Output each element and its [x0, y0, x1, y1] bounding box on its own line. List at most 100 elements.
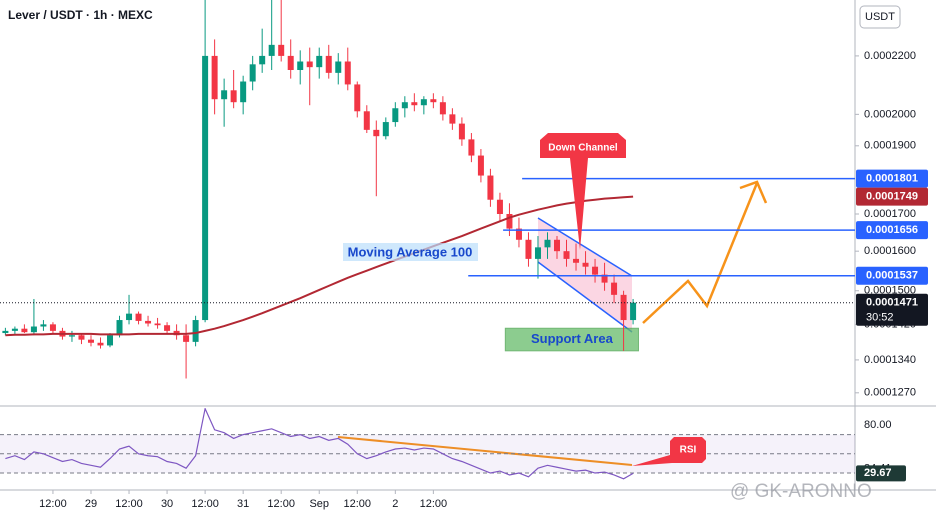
candle-body	[601, 274, 608, 283]
candle-body	[154, 323, 161, 326]
candle-body	[515, 228, 522, 240]
chart-title: Lever / USDT · 1h · MEXC	[8, 8, 153, 22]
candle-body	[335, 61, 342, 73]
candle-body	[554, 239, 561, 252]
y-tick-label: 0.0001500	[864, 285, 916, 297]
level-label: 0.0001801	[866, 173, 918, 185]
candle-body	[164, 325, 171, 331]
rsi-line	[5, 408, 634, 480]
rsi-callout	[632, 437, 706, 466]
candle-body	[287, 55, 294, 70]
candle-body	[40, 324, 47, 327]
candle-body	[630, 302, 637, 321]
candle-body	[525, 239, 532, 259]
moving-average	[5, 195, 634, 337]
y-tick-label: 0.0001600	[864, 245, 916, 257]
candle-body	[87, 339, 94, 343]
candle-body	[11, 328, 18, 331]
projection-path	[642, 182, 759, 324]
rsi-last-bg	[856, 465, 906, 482]
rsi-trendline	[337, 436, 633, 466]
currency[interactable]: USDT	[865, 11, 895, 23]
support-zone-label: Support Area	[531, 331, 614, 346]
candle-body	[573, 258, 580, 263]
candle-body	[211, 55, 218, 100]
candle-body	[2, 330, 9, 334]
candle-body	[30, 326, 37, 333]
candle-body	[363, 111, 370, 130]
candle-body	[221, 90, 228, 100]
x-tick-label: 12:00	[344, 498, 372, 510]
candle-body	[496, 199, 503, 214]
candle-body	[487, 175, 494, 200]
candle-body	[458, 123, 465, 140]
level-label-bg	[856, 169, 928, 188]
x-tick-label: 12:00	[267, 498, 295, 510]
candle-body	[534, 247, 541, 259]
countdown: 30:52	[866, 312, 894, 324]
candle-body	[240, 81, 247, 103]
x-tick-label: 12:00	[115, 498, 143, 510]
down-channel-callout	[540, 133, 626, 250]
candle-body	[439, 102, 446, 115]
currency-box[interactable]	[859, 5, 901, 29]
candle-body	[249, 64, 256, 82]
projection-arrowhead	[739, 180, 768, 204]
candle-body	[392, 108, 399, 123]
y-tick-label: 0.0001340	[864, 354, 916, 366]
candle-body	[506, 213, 513, 229]
level-label: 0.0001537	[866, 270, 918, 282]
candle-body	[316, 55, 323, 68]
candle-body	[592, 266, 599, 275]
candle-body	[354, 84, 361, 112]
candle-body	[126, 313, 133, 321]
x-tick-label: 12:00	[39, 498, 67, 510]
x-tick-label: 2	[392, 498, 398, 510]
candle-body	[297, 61, 304, 70]
candle-body	[411, 102, 418, 106]
candle-body	[135, 313, 142, 321]
candle-body	[582, 262, 589, 267]
x-tick-label: 29	[85, 498, 97, 510]
ma-label-bg	[343, 243, 478, 261]
candle-body	[97, 342, 104, 346]
candle-body	[49, 324, 56, 331]
channel-fill	[538, 218, 632, 332]
candle-body	[183, 335, 190, 342]
down-channel-label: Down Channel	[548, 143, 618, 154]
x-tick-label: Sep	[309, 498, 329, 510]
candle-body	[145, 320, 152, 324]
candle-body	[611, 282, 618, 295]
x-tick-label: 12:00	[191, 498, 219, 510]
candle-body	[325, 55, 332, 73]
candle-body	[306, 61, 313, 68]
y-tick-label: 0.0001700	[864, 208, 916, 220]
ma-price-label: 0.0001749	[866, 190, 918, 202]
candle-body	[259, 55, 266, 65]
candle-body	[278, 44, 285, 56]
level-label: 0.0001656	[866, 224, 918, 236]
x-tick-label: 12:00	[420, 498, 448, 510]
support-zone	[504, 327, 639, 352]
channel-line	[537, 217, 633, 277]
y-tick-label: 0.0002200	[864, 50, 916, 62]
candle-body	[78, 335, 85, 340]
candle-body	[430, 99, 437, 103]
y-tick-label: 0.0002000	[864, 108, 916, 120]
candle-body	[373, 129, 380, 137]
rsi-label: RSI	[680, 445, 697, 456]
channel-line	[537, 261, 633, 333]
rsi-tick-label: 80.00	[864, 419, 892, 431]
x-tick-label: 30	[161, 498, 173, 510]
level-label-bg	[856, 266, 928, 285]
candle-body	[68, 335, 75, 337]
candle-body	[477, 155, 484, 176]
candle-body	[344, 61, 351, 85]
last-price-bg	[856, 293, 928, 326]
candle-body	[401, 102, 408, 109]
candle-body	[268, 44, 275, 56]
candle-body	[21, 328, 28, 333]
candle-body	[468, 139, 475, 156]
ma-price-bg	[856, 187, 928, 206]
